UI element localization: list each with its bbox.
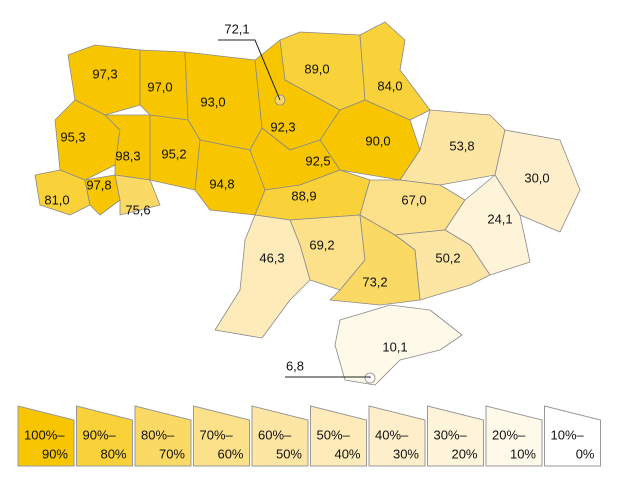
legend-label: 70%– — [200, 427, 234, 442]
region-label: 94,8 — [209, 176, 234, 191]
legend-swatch — [76, 405, 133, 467]
legend-label: 90% — [42, 446, 68, 461]
legend-swatch — [368, 405, 426, 467]
legend-label: 60%– — [258, 427, 292, 442]
region-label: 89,0 — [304, 61, 329, 76]
region-label: 67,0 — [401, 192, 426, 207]
legend-label: 10%– — [551, 427, 585, 442]
region — [329, 214, 421, 306]
legend-swatch — [485, 405, 543, 467]
region-label: 24,1 — [487, 211, 512, 226]
region-label: 30,0 — [524, 170, 549, 185]
region-label: 95,3 — [60, 129, 85, 144]
legend-label: 70% — [159, 446, 185, 461]
legend-swatch — [544, 405, 601, 467]
legend-label: 20%– — [492, 427, 526, 442]
legend-label: 80% — [100, 446, 126, 461]
region-label: 73,2 — [362, 274, 387, 289]
region-label: 75,6 — [125, 202, 150, 217]
legend-swatch — [310, 405, 367, 467]
leader-line — [285, 376, 371, 378]
region-label: 50,2 — [435, 250, 460, 265]
region-label: 93,0 — [200, 94, 225, 109]
leader-line — [218, 39, 281, 101]
region-label: 6,8 — [286, 358, 304, 373]
legend-swatch — [193, 405, 250, 467]
region-label: 97,3 — [92, 66, 117, 81]
region-label: 81,0 — [44, 192, 69, 207]
legend-label: 60% — [217, 446, 243, 461]
legend-label: 20% — [451, 446, 477, 461]
legend-swatch — [427, 405, 484, 467]
legend-label: 0% — [576, 446, 595, 461]
legend-label: 10% — [510, 446, 536, 461]
region-label: 84,0 — [377, 78, 402, 93]
legend-label: 100%– — [24, 427, 65, 442]
region-label: 98,3 — [115, 148, 140, 163]
region-label: 88,9 — [291, 188, 316, 203]
region — [114, 174, 161, 216]
legend-label: 30%– — [434, 427, 468, 442]
region-label: 97,0 — [147, 79, 172, 94]
region-label: 97,8 — [86, 177, 111, 192]
legend-swatch — [251, 405, 309, 467]
region-label: 92,3 — [270, 119, 295, 134]
region-label: 72,1 — [224, 21, 249, 36]
legend-label: 30% — [393, 446, 419, 461]
region-label: 95,2 — [161, 146, 186, 161]
legend-swatch — [134, 405, 192, 467]
region-label: 69,2 — [309, 237, 334, 252]
region-label: 92,5 — [305, 153, 330, 168]
region — [214, 214, 311, 339]
legend-label: 40%– — [375, 427, 409, 442]
legend-label: 80%– — [141, 427, 175, 442]
region-label: 90,0 — [365, 133, 390, 148]
region-label: 53,8 — [449, 138, 474, 153]
legend-label: 90%– — [83, 427, 117, 442]
region-label: 10,1 — [382, 339, 407, 354]
region-label: 46,3 — [259, 250, 284, 265]
legend-label: 50% — [276, 446, 302, 461]
region — [84, 174, 121, 216]
legend-swatch — [17, 405, 75, 467]
legend-label: 40% — [334, 446, 360, 461]
legend-label: 50%– — [317, 427, 351, 442]
region — [334, 304, 463, 386]
